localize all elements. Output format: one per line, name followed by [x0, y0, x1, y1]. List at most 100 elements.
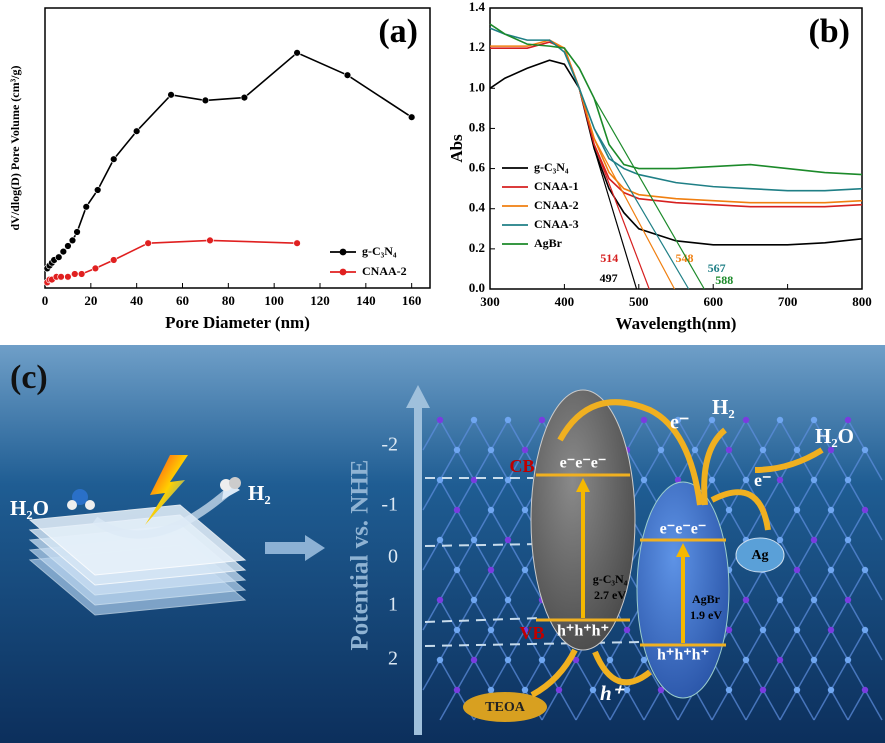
- lattice-atom: [810, 536, 818, 544]
- x-tick-label: 80: [222, 293, 235, 308]
- molecule: [229, 477, 241, 489]
- data-point: [132, 127, 141, 135]
- legend-label: AgBr: [534, 236, 563, 250]
- lattice-atom: [555, 686, 563, 694]
- lattice-bond: [864, 509, 883, 541]
- lattice-bond: [796, 449, 815, 481]
- axis-label: Potential vs. NHE: [347, 460, 374, 651]
- tangent-line: [593, 148, 638, 290]
- lattice-atom: [453, 686, 461, 694]
- level-lines: [424, 477, 641, 647]
- lattice-atom: [521, 566, 529, 574]
- lattice-bond: [779, 509, 798, 541]
- lattice-atom: [487, 566, 495, 574]
- cb-label: CB: [509, 456, 534, 476]
- lattice-bond: [762, 689, 781, 721]
- lattice-atom: [861, 506, 869, 514]
- lattice-atom: [436, 596, 444, 604]
- axis-arrowhead: [406, 385, 430, 408]
- lattice-atom: [810, 476, 818, 484]
- lattice-atom: [538, 656, 546, 664]
- lattice-bond: [643, 449, 662, 481]
- lattice-bond: [796, 659, 815, 691]
- lattice-atom: [793, 446, 801, 454]
- level-line: [424, 543, 541, 547]
- lattice-bond: [677, 419, 696, 451]
- lattice-atom: [521, 446, 529, 454]
- band-edge-label: 548: [676, 251, 694, 265]
- x-axis-label: Pore Diameter (nm): [165, 313, 310, 332]
- lattice-atom: [589, 686, 597, 694]
- y-axis-label: Abs: [447, 134, 466, 163]
- lattice-atom: [861, 446, 869, 454]
- lattice-atom: [521, 686, 529, 694]
- lattice-bond: [524, 569, 543, 601]
- y-tick-label: 1.4: [469, 0, 486, 14]
- plot-frame: [44, 7, 431, 289]
- ag-label: Ag: [751, 548, 768, 563]
- product: H₂: [712, 395, 735, 419]
- lattice-bond: [813, 659, 832, 691]
- lattice-bond: [779, 599, 798, 631]
- lattice-atom: [504, 596, 512, 604]
- panel-label: (b): [808, 13, 850, 50]
- lattice-bond: [490, 599, 509, 631]
- lattice-atom: [844, 536, 852, 544]
- lattice-bond: [847, 599, 866, 631]
- lattice-bond: [456, 479, 475, 511]
- y-tick-label: 0.8: [469, 119, 486, 134]
- teoa-blob: [463, 692, 547, 722]
- lattice-bond: [490, 659, 509, 691]
- lattice-bond: [728, 449, 747, 481]
- data-point: [59, 247, 68, 256]
- arrow-head: [676, 543, 690, 557]
- x-tick-label: 20: [84, 293, 97, 308]
- legend-label: CNAA-2: [534, 198, 579, 212]
- data-point: [407, 113, 416, 121]
- lattice-bond: [422, 659, 441, 691]
- level-line: [424, 617, 541, 623]
- lattice-bond: [490, 419, 509, 451]
- electron-label: e⁻: [754, 470, 772, 490]
- lattice-bond: [456, 599, 475, 631]
- lattice-bond: [456, 659, 475, 691]
- legend-marker: [339, 268, 347, 276]
- lattice-bond: [626, 689, 645, 721]
- x-tick-label: 500: [629, 294, 649, 309]
- flow-arrow: [592, 650, 652, 686]
- lattice-bond: [473, 509, 492, 541]
- lattice-atom: [725, 506, 733, 514]
- lattice-bond: [507, 449, 526, 481]
- lattice-atom: [436, 536, 444, 544]
- lattice-bond: [456, 539, 475, 571]
- lattice-bond: [762, 659, 781, 691]
- x-tick-label: 120: [310, 293, 330, 308]
- lattice-bond: [439, 419, 458, 451]
- lattice-bond: [847, 629, 866, 661]
- lattice-bond: [541, 689, 560, 721]
- flow-arrow: [754, 447, 824, 473]
- lattice-bond: [745, 629, 764, 661]
- lattice-bond: [745, 419, 764, 451]
- lattice-atom: [793, 686, 801, 694]
- panel-label: (c): [10, 359, 48, 396]
- lattice-atom: [708, 476, 716, 484]
- lattice-atom: [691, 446, 699, 454]
- lattice-bond: [507, 509, 526, 541]
- lattice-bond: [728, 419, 747, 451]
- lattice-atom: [674, 416, 682, 424]
- hole-label: h⁺: [600, 681, 625, 705]
- lattice-atom: [776, 476, 784, 484]
- y-tick-label: 0.6: [469, 160, 486, 175]
- lattice-atom: [521, 506, 529, 514]
- lattice-bond: [813, 599, 832, 631]
- lattice-bond: [473, 419, 492, 451]
- lattice-atom: [708, 416, 716, 424]
- data-point: [167, 91, 175, 99]
- data-point: [77, 270, 86, 278]
- lattice-bond: [507, 659, 526, 691]
- lattice-atom: [504, 656, 512, 664]
- lattice-bond: [643, 419, 662, 451]
- lattice-bond: [456, 419, 475, 451]
- tangent-line: [593, 98, 705, 290]
